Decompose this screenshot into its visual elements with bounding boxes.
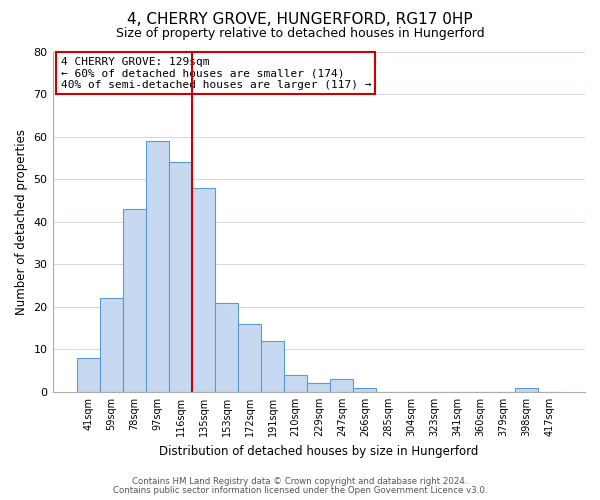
- Bar: [353, 388, 376, 392]
- Bar: [515, 388, 538, 392]
- Bar: [215, 302, 238, 392]
- Bar: [261, 341, 284, 392]
- Bar: [146, 141, 169, 392]
- Bar: [330, 379, 353, 392]
- X-axis label: Distribution of detached houses by size in Hungerford: Distribution of detached houses by size …: [159, 444, 478, 458]
- Y-axis label: Number of detached properties: Number of detached properties: [15, 128, 28, 314]
- Bar: [77, 358, 100, 392]
- Bar: [238, 324, 261, 392]
- Text: Size of property relative to detached houses in Hungerford: Size of property relative to detached ho…: [116, 28, 484, 40]
- Bar: [192, 188, 215, 392]
- Text: 4, CHERRY GROVE, HUNGERFORD, RG17 0HP: 4, CHERRY GROVE, HUNGERFORD, RG17 0HP: [127, 12, 473, 28]
- Bar: [307, 384, 330, 392]
- Bar: [123, 209, 146, 392]
- Text: Contains HM Land Registry data © Crown copyright and database right 2024.: Contains HM Land Registry data © Crown c…: [132, 477, 468, 486]
- Text: 4 CHERRY GROVE: 129sqm
← 60% of detached houses are smaller (174)
40% of semi-de: 4 CHERRY GROVE: 129sqm ← 60% of detached…: [61, 56, 371, 90]
- Bar: [284, 375, 307, 392]
- Bar: [169, 162, 192, 392]
- Text: Contains public sector information licensed under the Open Government Licence v3: Contains public sector information licen…: [113, 486, 487, 495]
- Bar: [100, 298, 123, 392]
